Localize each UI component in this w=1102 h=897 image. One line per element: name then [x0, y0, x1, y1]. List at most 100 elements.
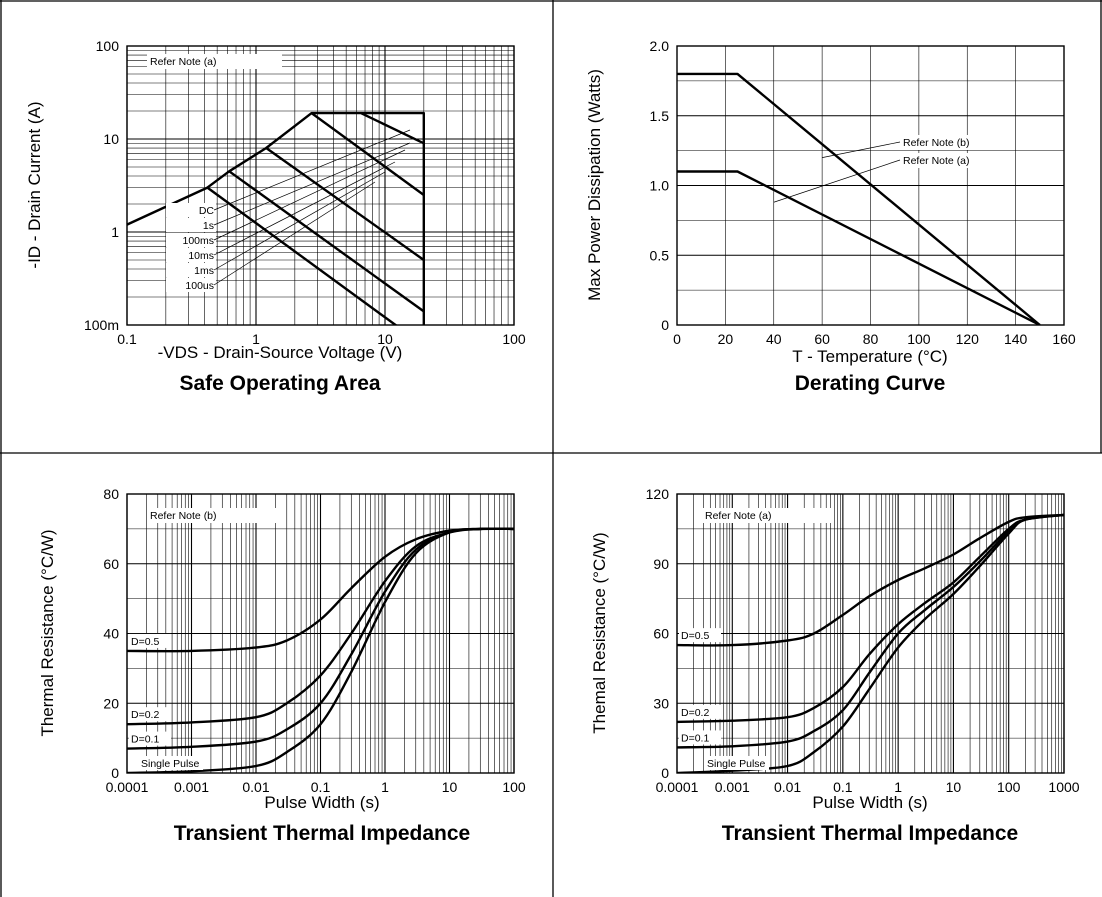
zth-b-title: Transient Thermal Impedance — [174, 822, 470, 845]
derating-x-axis-label: T - Temperature (°C) — [792, 347, 947, 366]
note-label-background — [702, 508, 834, 523]
derating-y-axis-label: Max Power Dissipation (Watts) — [585, 69, 604, 301]
x-tick-label: 0.0001 — [656, 779, 699, 795]
series-label-background — [166, 218, 216, 232]
y-tick-label: 10 — [103, 131, 119, 147]
y-tick-label: 40 — [103, 626, 119, 642]
x-tick-label: 1 — [252, 331, 260, 347]
soa-tick-labels: 0.1 1 10 100 100m 1 10 100 — [84, 38, 526, 347]
zth-b-panel: Refer Note (b) D=0.5 D=0.2 D=0.1 Single Puls… — [38, 486, 526, 845]
series-label: 10ms — [188, 250, 214, 262]
series-label: Single Pulse — [707, 758, 766, 770]
note-label: Refer Note (b) — [903, 137, 970, 149]
x-tick-label: 100 — [502, 331, 526, 347]
series-label-background — [679, 730, 721, 745]
zth-a-y-axis-label: Themal Resistance (°C/W) — [590, 532, 609, 733]
series-label-background — [129, 731, 171, 746]
x-tick-label: 160 — [1052, 331, 1076, 347]
x-tick-label: 0.01 — [774, 779, 801, 795]
y-tick-label: 1.5 — [650, 108, 670, 124]
series-line — [677, 513, 1064, 749]
series-label-background — [166, 248, 216, 262]
series-group — [677, 72, 1041, 325]
series-label-background — [139, 756, 203, 770]
x-tick-label: 1 — [381, 779, 389, 795]
note-label: Refer Note (a) — [705, 510, 772, 522]
y-tick-label: 60 — [653, 626, 669, 642]
leader-line — [213, 129, 411, 211]
x-tick-label: 0.1 — [311, 779, 331, 795]
y-tick-label: 0 — [661, 317, 669, 333]
plot-frame — [126, 493, 515, 774]
note-label: Refer Note (a) — [903, 155, 970, 167]
note-label-background — [147, 54, 282, 69]
series-line — [677, 513, 1064, 647]
derating-curves: Refer Note (b) Refer Note (a) — [677, 72, 1041, 325]
series-group — [127, 111, 425, 325]
zth-a-tick-labels: 0.0001 0.001 0.01 0.1 1 10 100 1000 0 30 60 90 120 — [646, 486, 1080, 795]
series-label-background — [129, 707, 171, 722]
zth-b-tick-labels: 0.0001 0.001 0.01 0.1 1 10 100 0 20 40 60 80 — [103, 486, 525, 795]
x-tick-label: 0.0001 — [106, 779, 149, 795]
x-tick-label: 10 — [377, 331, 393, 347]
zth-a-panel: Refer Note (a) D=0.5 D=0.2 D=0.1 Single Puls… — [590, 486, 1080, 845]
series-line — [360, 111, 425, 325]
zth-b-x-axis-label: Pulse Width (s) — [264, 793, 379, 812]
series-label: 1s — [203, 220, 214, 232]
leader-line — [213, 161, 396, 256]
x-tick-label: 0.001 — [715, 779, 750, 795]
zth-a-x-axis-label: Pulse Width (s) — [812, 793, 927, 812]
series-label: D=0.1 — [681, 732, 709, 744]
x-tick-label: 120 — [956, 331, 980, 347]
x-tick-label: 60 — [814, 331, 830, 347]
soa-title: Safe Operating Area — [179, 372, 380, 395]
series-line — [677, 72, 1041, 325]
y-tick-label: 1.0 — [650, 178, 670, 194]
series-label-background — [705, 756, 769, 770]
note-label-background — [900, 135, 1000, 150]
series-label: Single Pulse — [141, 758, 200, 770]
leader-line — [773, 159, 901, 203]
leader-line — [822, 141, 901, 158]
series-label-background — [166, 233, 216, 247]
series-group — [677, 513, 1064, 773]
series-line — [677, 513, 1064, 773]
derating-title: Derating Curve — [795, 372, 946, 395]
zth-a-curves: Refer Note (a) D=0.5 D=0.2 D=0.1 Single Puls… — [677, 508, 1064, 773]
x-tick-label: 140 — [1004, 331, 1028, 347]
derating-panel: Refer Note (b) Refer Note (a) 0 20 40 60 80 10… — [585, 38, 1076, 395]
note-label-background — [147, 508, 279, 523]
x-tick-label: 1 — [894, 779, 902, 795]
x-tick-label: 80 — [863, 331, 879, 347]
soa-grid — [126, 45, 515, 326]
y-tick-label: 0 — [661, 765, 669, 781]
x-tick-label: 10 — [442, 779, 458, 795]
x-tick-label: 100 — [502, 779, 526, 795]
series-line — [677, 513, 1064, 724]
y-tick-label: 100 — [96, 38, 120, 54]
x-tick-label: 10 — [946, 779, 962, 795]
series-label: D=0.5 — [681, 630, 709, 642]
soa-curves: Refer Note (a) DC 1s 100ms 10ms 1ms 100us — [127, 54, 425, 325]
y-tick-label: 1 — [111, 224, 119, 240]
y-tick-label: 100m — [84, 317, 119, 333]
y-tick-label: 20 — [103, 695, 119, 711]
zth-a-title: Transient Thermal Impedance — [722, 822, 1018, 845]
series-label: D=0.5 — [131, 636, 159, 648]
series-label: DC — [199, 205, 215, 217]
note-label-background — [900, 153, 1000, 168]
series-label-background — [129, 633, 171, 648]
soa-x-axis-label: -VDS - Drain-Source Voltage (V) — [158, 343, 403, 362]
leader-line — [213, 171, 386, 271]
x-tick-label: 40 — [766, 331, 782, 347]
series-group — [127, 527, 514, 773]
x-tick-label: 0 — [673, 331, 681, 347]
series-label-background — [679, 628, 721, 643]
y-tick-label: 0 — [111, 765, 119, 781]
series-line — [265, 111, 425, 196]
plot-frame — [676, 45, 1065, 326]
series-label-background — [166, 278, 216, 292]
y-tick-label: 80 — [103, 486, 119, 502]
